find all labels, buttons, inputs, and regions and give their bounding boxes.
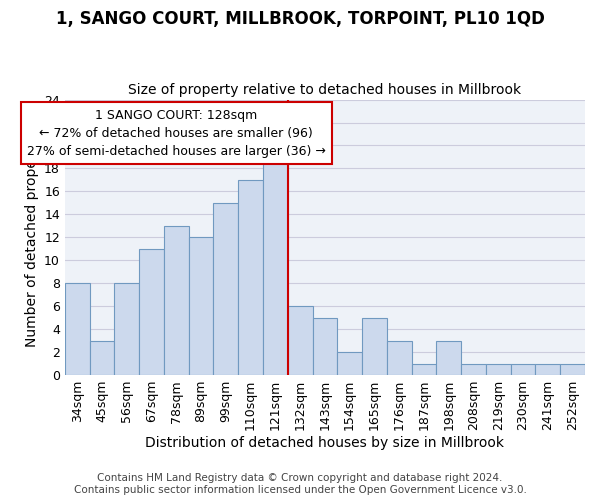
Bar (263, 157, 288, 375)
Bar (238, 180, 263, 375)
Bar (461, 364, 486, 375)
Bar (511, 364, 535, 375)
Bar (188, 238, 214, 375)
Bar (214, 203, 238, 375)
Bar (313, 318, 337, 375)
Bar (412, 364, 436, 375)
Text: Contains HM Land Registry data © Crown copyright and database right 2024.
Contai: Contains HM Land Registry data © Crown c… (74, 474, 526, 495)
X-axis label: Distribution of detached houses by size in Millbrook: Distribution of detached houses by size … (145, 436, 505, 450)
Bar (560, 364, 585, 375)
Bar (535, 364, 560, 375)
Text: 1, SANGO COURT, MILLBROOK, TORPOINT, PL10 1QD: 1, SANGO COURT, MILLBROOK, TORPOINT, PL1… (56, 10, 544, 28)
Bar (436, 340, 461, 375)
Bar (362, 318, 387, 375)
Bar (65, 283, 89, 375)
Bar (486, 364, 511, 375)
Bar (337, 352, 362, 375)
Bar (89, 340, 115, 375)
Bar (288, 306, 313, 375)
Title: Size of property relative to detached houses in Millbrook: Size of property relative to detached ho… (128, 83, 521, 97)
Bar (115, 283, 139, 375)
Bar (139, 249, 164, 375)
Text: 1 SANGO COURT: 128sqm
← 72% of detached houses are smaller (96)
27% of semi-deta: 1 SANGO COURT: 128sqm ← 72% of detached … (27, 108, 326, 158)
Y-axis label: Number of detached properties: Number of detached properties (25, 128, 38, 346)
Bar (164, 226, 188, 375)
Bar (387, 340, 412, 375)
